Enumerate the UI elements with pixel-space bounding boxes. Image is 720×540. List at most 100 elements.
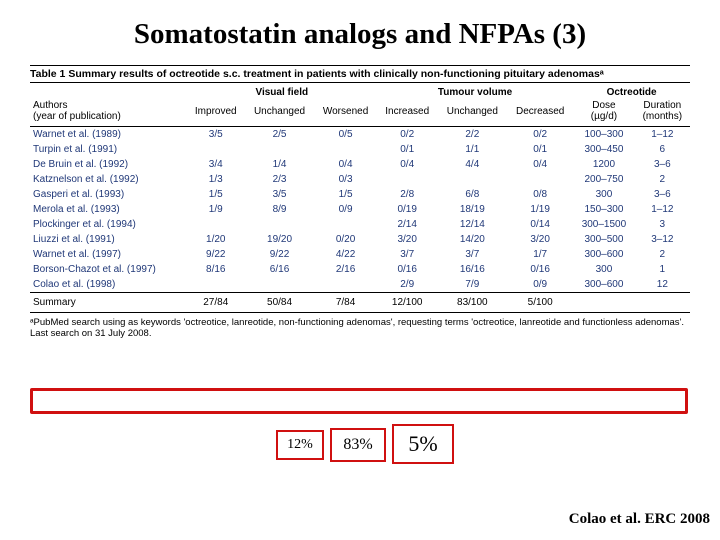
table-cell: 1200: [573, 157, 634, 172]
table-caption: Table 1 Summary results of octreotide s.…: [30, 65, 690, 80]
table-cell: 6/8: [438, 187, 508, 202]
table-cell: 0/1: [377, 142, 438, 157]
table-cell: Turpin et al. (1991): [30, 142, 187, 157]
table-cell: 1–12: [635, 127, 690, 143]
table-cell: Liuzzi et al. (1991): [30, 232, 187, 247]
table-row: Warnet et al. (1989)3/52/50/50/22/20/210…: [30, 127, 690, 143]
table-row: Liuzzi et al. (1991)1/2019/200/203/2014/…: [30, 232, 690, 247]
table-cell: Borson-Chazot et al. (1997): [30, 262, 187, 277]
table-cell: 300–500: [573, 232, 634, 247]
table-cell: 0/16: [507, 262, 573, 277]
table-cell: 1/5: [314, 187, 377, 202]
table-cell: 0/4: [314, 157, 377, 172]
table-cell: 300–600: [573, 277, 634, 293]
table-cell: 1/20: [187, 232, 245, 247]
table-cell: 300: [573, 262, 634, 277]
th-authors: Authors (year of publication): [30, 98, 187, 127]
data-table: Visual field Tumour volume Octreotide Au…: [30, 82, 690, 313]
table-cell: 3–12: [635, 232, 690, 247]
table-cell: [187, 217, 245, 232]
table-cell: 12/14: [438, 217, 508, 232]
table-cell: [245, 217, 315, 232]
table-cell: 0/20: [314, 232, 377, 247]
table-cell: 0/9: [314, 202, 377, 217]
table-cell: [507, 172, 573, 187]
table-cell: 2: [635, 172, 690, 187]
table-cell: 3: [635, 217, 690, 232]
table-cell: 2: [635, 247, 690, 262]
table-cell: 1/5: [187, 187, 245, 202]
table-cell: 2/5: [245, 127, 315, 143]
table-cell: 6: [635, 142, 690, 157]
table-row: Borson-Chazot et al. (1997)8/166/162/160…: [30, 262, 690, 277]
table-cell: 3/20: [377, 232, 438, 247]
table-cell: Warnet et al. (1989): [30, 127, 187, 143]
table-cell: 1/9: [187, 202, 245, 217]
table-cell: 300–600: [573, 247, 634, 262]
table-cell: [635, 293, 690, 313]
th-decreased: Decreased: [507, 98, 573, 127]
table-row: Merola et al. (1993)1/98/90/90/1918/191/…: [30, 202, 690, 217]
table-row: Plockinger et al. (1994)2/1412/140/14300…: [30, 217, 690, 232]
table-cell: 4/4: [438, 157, 508, 172]
table-row: Turpin et al. (1991)0/11/10/1300–4506: [30, 142, 690, 157]
table-cell: 7/84: [314, 293, 377, 313]
table-cell: 100–300: [573, 127, 634, 143]
table-cell: 1/7: [507, 247, 573, 262]
table-cell: 300–450: [573, 142, 634, 157]
table-cell: 0/9: [507, 277, 573, 293]
footnote: ᵃPubMed search using as keywords 'octreo…: [30, 317, 690, 340]
table-cell: 0/16: [377, 262, 438, 277]
th-unch-vf: Unchanged: [245, 98, 315, 127]
table-cell: 150–300: [573, 202, 634, 217]
table-cell: 1–12: [635, 202, 690, 217]
table-cell: 12/100: [377, 293, 438, 313]
table-cell: 200–750: [573, 172, 634, 187]
table-cell: [573, 293, 634, 313]
pct-label-83: 83%: [330, 428, 386, 462]
table-cell: 5/100: [507, 293, 573, 313]
table-cell: 300: [573, 187, 634, 202]
table-cell: [438, 172, 508, 187]
table-cell: [245, 142, 315, 157]
table-cell: 2/8: [377, 187, 438, 202]
table-cell: Warnet et al. (1997): [30, 247, 187, 262]
th-tumour-volume: Tumour volume: [377, 83, 573, 99]
table-cell: 18/19: [438, 202, 508, 217]
table-cell: Katznelson et al. (1992): [30, 172, 187, 187]
table-cell: 7/9: [438, 277, 508, 293]
table-cell: Gasperi et al. (1993): [30, 187, 187, 202]
table-row: Warnet et al. (1997)9/229/224/223/73/71/…: [30, 247, 690, 262]
table-cell: 2/14: [377, 217, 438, 232]
table-cell: [187, 142, 245, 157]
table-cell: 0/14: [507, 217, 573, 232]
table-cell: Merola et al. (1993): [30, 202, 187, 217]
table-cell: 2/9: [377, 277, 438, 293]
table-cell: [377, 172, 438, 187]
table-cell: 0/4: [377, 157, 438, 172]
table-cell: Plockinger et al. (1994): [30, 217, 187, 232]
summary-row: Summary27/8450/847/8412/10083/1005/100: [30, 293, 690, 313]
page-title: Somatostatin analogs and NFPAs (3): [30, 18, 690, 51]
table-cell: 83/100: [438, 293, 508, 313]
table-row: Colao et al. (1998)2/97/90/9300–60012: [30, 277, 690, 293]
table-cell: 1: [635, 262, 690, 277]
table-cell: 1/4: [245, 157, 315, 172]
summary-highlight-box: [30, 388, 688, 414]
table-cell: 0/19: [377, 202, 438, 217]
table-cell: 2/3: [245, 172, 315, 187]
table-cell: 0/5: [314, 127, 377, 143]
th-dose: Dose (µg/d): [573, 98, 634, 127]
table-cell: 8/16: [187, 262, 245, 277]
table-cell: 9/22: [187, 247, 245, 262]
table-cell: 0/3: [314, 172, 377, 187]
table-cell: 3–6: [635, 157, 690, 172]
table-cell: 50/84: [245, 293, 315, 313]
table-row: Gasperi et al. (1993)1/53/51/52/86/80/83…: [30, 187, 690, 202]
table-cell: 2/16: [314, 262, 377, 277]
table-cell: [314, 217, 377, 232]
table-cell: [314, 142, 377, 157]
table-row: Katznelson et al. (1992)1/32/30/3200–750…: [30, 172, 690, 187]
table-cell: 19/20: [245, 232, 315, 247]
table-cell: 4/22: [314, 247, 377, 262]
